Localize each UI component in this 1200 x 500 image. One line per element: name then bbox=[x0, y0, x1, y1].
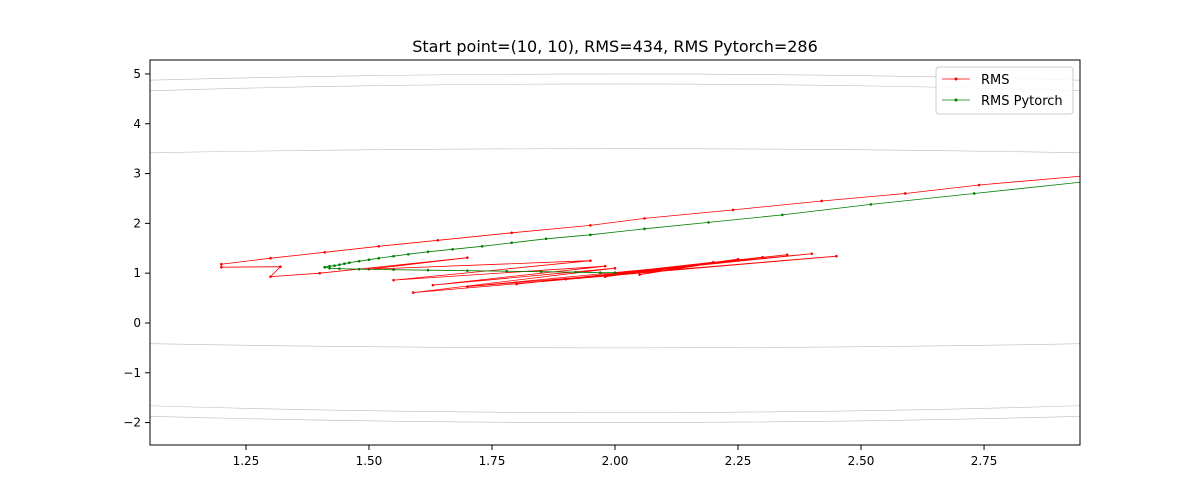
data-point bbox=[574, 270, 577, 274]
data-point bbox=[643, 227, 646, 231]
data-point bbox=[279, 265, 282, 268]
legend-marker bbox=[954, 77, 958, 81]
y-tick-label: 0 bbox=[133, 316, 141, 330]
series-layer bbox=[220, 175, 1080, 294]
data-point bbox=[377, 256, 381, 260]
chart-title: Start point=(10, 10), RMS=434, RMS Pytor… bbox=[412, 37, 818, 56]
data-point bbox=[220, 262, 223, 266]
data-point bbox=[564, 277, 568, 281]
data-point bbox=[613, 271, 617, 275]
contour-line bbox=[150, 73, 1080, 423]
data-point bbox=[466, 269, 469, 272]
data-point bbox=[480, 244, 484, 248]
y-tick-label: −1 bbox=[123, 366, 141, 380]
data-point bbox=[431, 283, 435, 287]
contour-line bbox=[150, 148, 1080, 349]
x-tick-label: 1.50 bbox=[356, 454, 383, 468]
data-point bbox=[269, 275, 272, 278]
data-point bbox=[638, 273, 641, 276]
x-tick-label: 2.25 bbox=[725, 454, 752, 468]
y-tick-label: 2 bbox=[133, 216, 141, 230]
series-rms-pytorch bbox=[323, 181, 1080, 275]
data-point bbox=[377, 244, 381, 248]
data-point bbox=[411, 291, 415, 294]
data-point bbox=[785, 253, 789, 257]
data-point bbox=[589, 233, 592, 237]
data-point bbox=[820, 199, 823, 203]
contour-lines bbox=[150, 73, 1080, 423]
x-tick-label: 2.50 bbox=[848, 454, 875, 468]
data-point bbox=[426, 268, 430, 272]
data-point bbox=[338, 263, 341, 267]
data-point bbox=[904, 192, 907, 195]
data-point bbox=[505, 269, 509, 273]
y-axis: −2 −1 0 1 2 3 4 5 bbox=[123, 67, 150, 430]
y-tick-label: −2 bbox=[123, 416, 141, 430]
legend-marker bbox=[954, 98, 958, 102]
data-point bbox=[589, 224, 592, 227]
data-point bbox=[712, 260, 715, 264]
data-point bbox=[328, 266, 331, 270]
data-point bbox=[436, 238, 440, 242]
data-point bbox=[810, 252, 814, 256]
x-axis: 1.25 1.50 1.75 2.00 2.25 2.50 2.75 bbox=[233, 445, 998, 468]
y-tick-label: 1 bbox=[133, 266, 141, 280]
data-point bbox=[392, 254, 395, 258]
data-point bbox=[544, 237, 548, 241]
data-point bbox=[357, 259, 361, 263]
data-point bbox=[613, 266, 617, 270]
data-point bbox=[731, 208, 735, 212]
legend-frame bbox=[935, 66, 1074, 115]
data-point bbox=[318, 271, 322, 275]
data-point bbox=[323, 265, 326, 269]
data-point bbox=[220, 265, 223, 269]
y-tick-label: 4 bbox=[133, 117, 141, 131]
data-point bbox=[392, 268, 395, 271]
data-point bbox=[972, 192, 976, 195]
x-tick-label: 2.75 bbox=[971, 454, 998, 468]
data-point bbox=[367, 258, 371, 262]
data-point bbox=[869, 203, 873, 206]
data-point bbox=[407, 252, 410, 256]
data-point bbox=[510, 241, 513, 245]
data-point bbox=[338, 267, 341, 270]
data-point bbox=[598, 271, 602, 274]
data-point bbox=[333, 264, 336, 267]
data-point bbox=[466, 256, 469, 260]
contour-line bbox=[150, 83, 1080, 413]
data-point bbox=[603, 275, 607, 278]
data-point bbox=[510, 231, 513, 235]
x-tick-label: 1.25 bbox=[233, 454, 260, 468]
data-point bbox=[323, 250, 326, 254]
data-point bbox=[466, 285, 469, 288]
data-point bbox=[451, 247, 454, 251]
data-point bbox=[392, 278, 395, 282]
data-point bbox=[835, 254, 838, 258]
y-tick-label: 5 bbox=[133, 67, 141, 81]
legend: RMS RMS Pytorch bbox=[935, 66, 1074, 115]
data-point bbox=[357, 267, 361, 271]
data-point bbox=[707, 221, 710, 224]
data-point bbox=[643, 217, 646, 220]
legend-label: RMS bbox=[981, 73, 1010, 88]
data-point bbox=[328, 264, 331, 268]
data-point bbox=[603, 264, 607, 268]
data-point bbox=[347, 261, 351, 265]
data-point bbox=[426, 250, 430, 254]
data-point bbox=[761, 255, 764, 259]
data-point bbox=[515, 282, 518, 286]
legend-label: RMS Pytorch bbox=[981, 94, 1063, 109]
x-tick-label: 1.75 bbox=[479, 454, 506, 468]
data-point bbox=[781, 213, 784, 217]
data-point bbox=[589, 259, 592, 263]
data-point bbox=[343, 262, 346, 266]
data-point bbox=[736, 257, 740, 261]
y-tick-label: 3 bbox=[133, 167, 141, 181]
data-point bbox=[977, 183, 981, 187]
data-point bbox=[539, 270, 543, 273]
data-point bbox=[269, 256, 272, 260]
x-tick-label: 2.00 bbox=[602, 454, 629, 468]
